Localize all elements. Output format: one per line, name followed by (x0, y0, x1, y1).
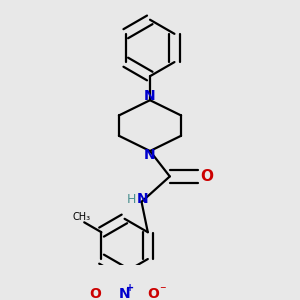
Text: O: O (200, 169, 213, 184)
Text: +: + (126, 283, 134, 293)
Text: N: N (144, 148, 156, 162)
Text: H: H (127, 193, 136, 206)
Text: ⁻: ⁻ (159, 284, 166, 297)
Text: O: O (148, 286, 160, 300)
Text: CH₃: CH₃ (72, 212, 91, 222)
Text: N: N (119, 286, 130, 300)
Text: N: N (144, 89, 156, 103)
Text: O: O (90, 286, 101, 300)
Text: N: N (137, 192, 149, 206)
